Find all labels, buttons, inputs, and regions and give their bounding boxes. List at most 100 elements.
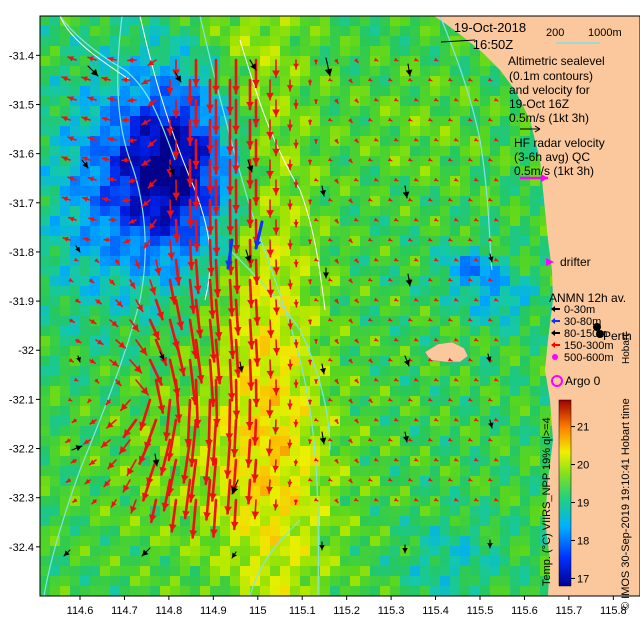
- sst-cell: [260, 296, 271, 307]
- sst-cell: [60, 216, 71, 227]
- sst-cell: [410, 336, 421, 347]
- sst-cell: [340, 446, 351, 457]
- sst-cell: [150, 536, 161, 547]
- hobart-label: Hobart: [621, 334, 632, 364]
- sst-cell: [170, 76, 181, 87]
- sst-cell: [420, 306, 431, 317]
- sst-cell: [360, 106, 371, 117]
- sst-cell: [370, 316, 381, 327]
- sst-cell: [220, 226, 231, 237]
- sst-cell: [140, 326, 151, 337]
- sst-cell: [400, 396, 411, 407]
- sst-cell: [470, 396, 481, 407]
- sst-cell: [420, 546, 431, 557]
- sst-cell: [160, 36, 171, 47]
- hf-arrow: [115, 379, 122, 387]
- sst-cell: [220, 146, 231, 157]
- hf-arrow: [367, 277, 373, 282]
- sst-cell: [370, 506, 381, 517]
- sst-cell: [140, 556, 151, 567]
- sst-cell: [410, 546, 421, 557]
- sst-cell: [80, 256, 91, 267]
- sst-cell: [200, 496, 211, 507]
- sst-cell: [480, 476, 491, 487]
- anmn-mooring-arrow: [225, 238, 234, 270]
- sst-cell: [360, 256, 371, 267]
- sst-cell: [110, 156, 121, 167]
- sst-cell: [530, 566, 541, 577]
- sst-cell: [380, 536, 391, 547]
- sst-cell: [260, 236, 271, 247]
- sst-cell: [90, 266, 101, 277]
- sst-cell: [310, 266, 321, 277]
- sst-cell: [70, 36, 81, 47]
- sst-cell: [400, 176, 411, 187]
- hf-radar-velocity-arrows: [61, 56, 499, 539]
- sst-cell: [180, 156, 191, 167]
- sst-cell: [220, 126, 231, 137]
- hf-arrow: [348, 358, 353, 364]
- sst-cell: [270, 366, 281, 377]
- sst-cell: [170, 206, 181, 217]
- sst-cell: [40, 196, 51, 207]
- sst-cell: [410, 96, 421, 107]
- hf-arrow: [293, 179, 299, 188]
- hf-arrow: [186, 78, 194, 106]
- sst-cell: [540, 496, 551, 507]
- sst-cell: [360, 226, 371, 237]
- sst-cell: [280, 86, 291, 97]
- hf-arrow: [373, 257, 379, 262]
- hf-arrow: [487, 317, 493, 322]
- sst-cell: [490, 346, 501, 357]
- sst-cell: [400, 186, 411, 197]
- y-tick-label: -31.9: [9, 296, 34, 308]
- sst-cell: [50, 216, 61, 227]
- sst-cell: [460, 286, 471, 297]
- sst-cell: [300, 416, 311, 427]
- sst-cell: [100, 376, 111, 387]
- sst-cell: [70, 466, 81, 477]
- sst-cell: [460, 36, 471, 47]
- sst-cell: [180, 66, 191, 77]
- hf-arrow: [87, 136, 97, 142]
- sst-cell: [480, 516, 491, 527]
- sst-cell: [480, 536, 491, 547]
- sst-cell: [160, 316, 171, 327]
- anmn-legend-item: 500-600m: [552, 352, 614, 364]
- sst-cell: [140, 296, 151, 307]
- hf-arrow: [89, 419, 97, 425]
- hf-arrow: [172, 139, 180, 160]
- sst-cell: [290, 526, 301, 537]
- sst-cell: [540, 566, 551, 577]
- sst-cell: [140, 46, 151, 57]
- sst-cell: [540, 466, 551, 477]
- altimetry-arrow: [487, 539, 493, 549]
- sst-cell: [340, 336, 351, 347]
- sst-cell: [530, 306, 541, 317]
- sst-cell: [120, 256, 131, 267]
- sst-cell: [220, 266, 231, 277]
- sst-cell: [50, 286, 61, 297]
- sst-cell: [370, 96, 381, 107]
- sst-cell: [410, 196, 421, 207]
- sst-cell: [220, 346, 231, 357]
- hf-arrow: [122, 418, 138, 439]
- sst-cell: [460, 106, 471, 117]
- sst-cell: [520, 126, 531, 137]
- hf-arrow: [373, 97, 379, 102]
- hf-arrow: [207, 238, 215, 277]
- sst-cell: [430, 176, 441, 187]
- sst-cell: [160, 236, 171, 247]
- sst-cell: [270, 446, 281, 457]
- sst-cell: [500, 306, 511, 317]
- sst-cell: [490, 466, 501, 477]
- hf-arrow: [166, 119, 174, 136]
- sst-cell: [430, 26, 441, 37]
- sst-cell: [60, 346, 71, 357]
- sst-cell: [80, 106, 91, 117]
- hf-arrow: [453, 177, 459, 182]
- sst-cell: [460, 396, 471, 407]
- sst-cell: [530, 136, 541, 147]
- sst-cell: [450, 586, 461, 596]
- sst-cell: [510, 266, 521, 277]
